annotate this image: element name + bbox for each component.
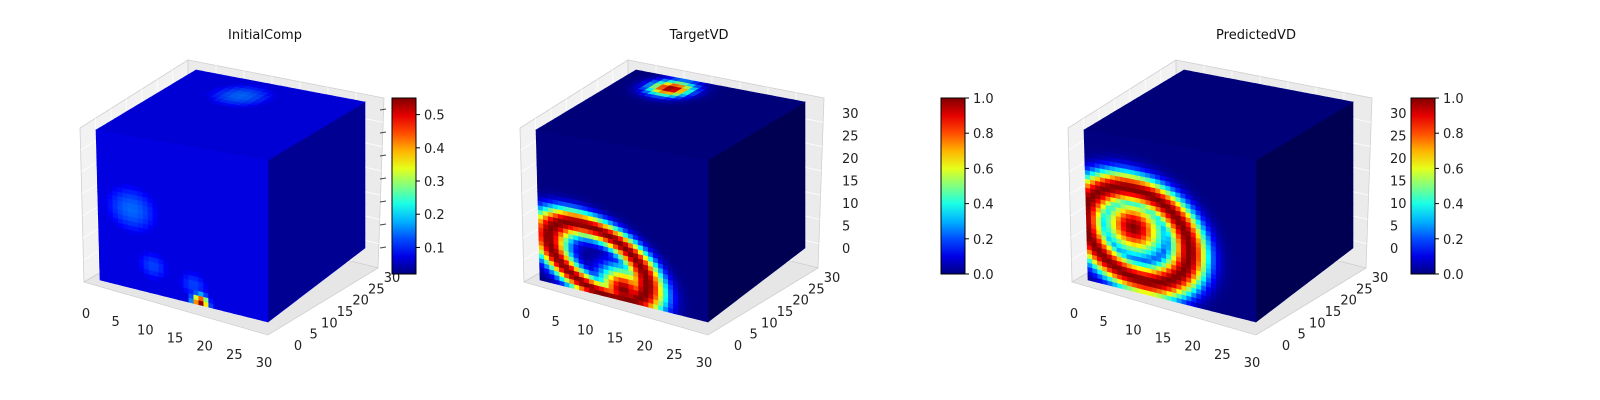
x-tick-label: 5 xyxy=(112,315,120,330)
chart-panel-targetvd: TargetVD05101520253005101520253005101520… xyxy=(519,28,994,371)
z-tick-label: 10 xyxy=(842,197,859,212)
x-tick-label: 20 xyxy=(196,340,213,355)
z-tick-label: 15 xyxy=(842,175,859,190)
colorbar-tick-label: 0.4 xyxy=(973,198,994,213)
x-tick-label: 5 xyxy=(552,315,560,330)
chart-title: InitialComp xyxy=(228,28,302,43)
x-tick-label: 30 xyxy=(256,356,273,371)
y-tick-label: 20 xyxy=(792,294,809,309)
y-tick-label: 20 xyxy=(352,294,369,309)
colorbar-tick-label: 1.0 xyxy=(973,92,994,107)
z-tick-mark xyxy=(379,246,387,249)
colorbar-tick-label: 0.0 xyxy=(973,268,994,283)
x-tick-label: 25 xyxy=(666,348,683,363)
x-tick-label: 20 xyxy=(636,340,653,355)
cube-top-face xyxy=(95,69,366,161)
y-tick-label: 15 xyxy=(777,305,794,320)
z-tick-label: 5 xyxy=(842,220,850,235)
cube-right-face xyxy=(267,101,366,323)
y-tick-label: 10 xyxy=(321,316,338,331)
z-tick-label: 0 xyxy=(842,242,850,257)
z-tick-mark xyxy=(379,200,387,203)
colorbar-tick-label: 0.1 xyxy=(424,241,445,256)
colorbar-tick-label: 0.2 xyxy=(424,208,445,223)
x-tick-label: 0 xyxy=(82,307,90,322)
chart-title: TargetVD xyxy=(668,28,728,43)
x-tick-label: 10 xyxy=(577,323,594,338)
colorbar xyxy=(940,97,966,275)
x-tick-label: 30 xyxy=(696,356,713,371)
colorbar-tick-label: 0.3 xyxy=(424,175,445,190)
x-tick-label: 15 xyxy=(607,332,624,347)
z-tick-label: 25 xyxy=(842,130,859,145)
z-tick-label: 30 xyxy=(842,107,859,122)
face-shade xyxy=(268,102,365,322)
grid-line xyxy=(94,118,100,274)
y-tick-label: 5 xyxy=(750,328,758,343)
chart-panel-initialcomp: InitialComp0510152025300510152025300.10.… xyxy=(79,28,445,371)
x-tick-label: 15 xyxy=(167,332,184,347)
y-tick-label: 15 xyxy=(337,305,354,320)
colorbar-tick-label: 0.2 xyxy=(973,233,994,248)
x-tick-label: 25 xyxy=(226,348,243,363)
y-tick-label: 0 xyxy=(294,339,302,354)
x-tick-label: 10 xyxy=(137,323,154,338)
colorbar-tick-label: 0.4 xyxy=(424,142,445,157)
cube-front-face xyxy=(95,129,269,323)
chart-title: PredictedVD xyxy=(1216,28,1296,43)
y-tick-label: 25 xyxy=(368,282,385,297)
y-tick-label: 10 xyxy=(761,316,778,331)
y-tick-label: 25 xyxy=(808,282,825,297)
colorbar-tick-label: 0.8 xyxy=(973,127,994,142)
colorbar-tick-label: 0.6 xyxy=(973,162,994,177)
y-tick-label: 30 xyxy=(824,271,841,286)
y-tick-label: 5 xyxy=(310,328,318,343)
colorbar xyxy=(391,97,417,275)
x-tick-label: 0 xyxy=(522,307,530,322)
chart-panel-predictedvd: PredictedVD05101520253005101520253005101… xyxy=(1067,28,1464,371)
y-tick-label: 0 xyxy=(734,339,742,354)
z-tick-mark xyxy=(379,223,387,226)
z-tick-label: 20 xyxy=(842,152,859,167)
colorbar-tick-label: 0.5 xyxy=(424,109,445,124)
